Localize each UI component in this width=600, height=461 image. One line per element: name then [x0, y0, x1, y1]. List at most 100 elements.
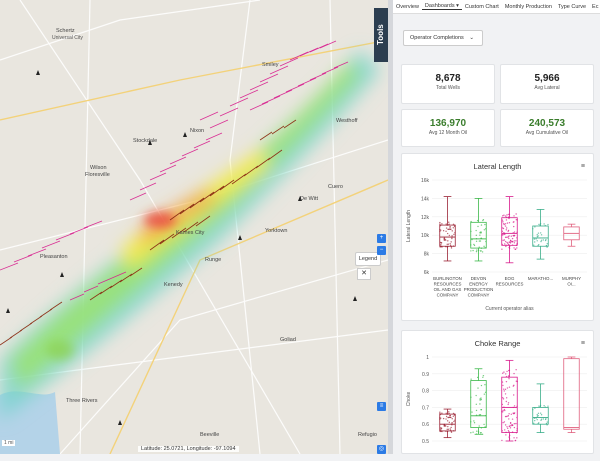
y-tick-label: 0.9	[422, 372, 429, 378]
data-point	[544, 406, 546, 408]
close-icon[interactable]: ✕	[357, 268, 371, 280]
data-point	[479, 414, 482, 416]
data-point	[512, 221, 515, 223]
data-point	[505, 244, 507, 246]
data-point	[536, 413, 538, 416]
y-tick-label: 16k	[421, 178, 430, 184]
data-point	[481, 251, 484, 253]
tab-dashboards[interactable]: Dashboards ▾	[421, 3, 462, 10]
data-point	[511, 240, 514, 243]
data-point	[543, 404, 545, 407]
data-point	[507, 236, 510, 238]
data-point	[483, 245, 485, 248]
data-point	[448, 411, 450, 413]
data-point	[506, 222, 509, 224]
data-point	[502, 239, 504, 242]
data-point	[439, 413, 442, 416]
data-point	[445, 418, 447, 420]
data-point	[446, 243, 448, 245]
map-label-town: Three Rivers	[66, 398, 98, 404]
map-view[interactable]: Schertz Universal City Wilson Floresvill…	[0, 0, 388, 454]
data-point	[448, 234, 451, 237]
data-point	[475, 240, 478, 243]
data-point	[471, 238, 473, 241]
map-label-town: Universal City	[52, 35, 83, 41]
map-label-town: Stockdale	[133, 138, 158, 144]
y-tick-label: 12k	[421, 215, 430, 221]
data-point	[503, 371, 505, 373]
tools-tab[interactable]: Tools	[374, 8, 388, 62]
map-canvas[interactable]	[0, 0, 388, 454]
data-point	[503, 222, 505, 225]
menu-icon[interactable]: ≡	[580, 340, 585, 347]
data-point	[445, 245, 447, 248]
data-point	[441, 412, 443, 414]
tab-custom-chart[interactable]: Custom Chart	[464, 3, 499, 10]
kpi-card: 136,970 Avg 12 Month Oil	[401, 109, 495, 147]
data-point	[512, 235, 515, 237]
data-point	[547, 223, 549, 226]
data-point	[478, 240, 481, 242]
data-point	[501, 219, 504, 221]
data-point	[439, 224, 442, 227]
data-point	[513, 247, 515, 249]
data-point	[479, 232, 481, 234]
data-point	[538, 405, 540, 407]
data-point	[451, 418, 453, 420]
tab-monthly-production[interactable]: Monthly Production	[504, 3, 552, 10]
data-point	[538, 422, 540, 424]
data-point	[443, 238, 445, 241]
data-point	[504, 240, 507, 243]
data-point	[502, 384, 504, 387]
data-point	[475, 409, 478, 412]
y-tick-label: 8k	[424, 252, 430, 258]
data-point	[534, 226, 536, 228]
operator-select[interactable]: Operator Completions ⌄	[403, 30, 483, 46]
data-point	[446, 232, 449, 235]
data-point	[451, 421, 453, 424]
data-point	[515, 240, 517, 242]
data-point	[540, 419, 542, 422]
data-point	[454, 419, 456, 421]
data-point	[513, 412, 516, 414]
data-point	[512, 385, 515, 387]
data-point	[472, 431, 474, 433]
locate-icon[interactable]: ◎	[377, 445, 386, 454]
data-point	[483, 229, 486, 231]
data-point	[507, 230, 509, 233]
data-point	[503, 406, 505, 408]
data-point	[512, 406, 514, 409]
data-point	[546, 421, 548, 423]
data-point	[480, 398, 482, 401]
data-point	[503, 214, 505, 216]
layers-icon[interactable]: ≡	[377, 402, 386, 411]
data-point	[507, 430, 510, 432]
kpi-label: Total Wells	[435, 85, 461, 91]
map-label-town: Pleasanton	[40, 254, 68, 260]
tab-overview[interactable]: Overview	[396, 3, 419, 10]
scrollbar[interactable]	[388, 0, 393, 454]
data-point	[450, 426, 452, 429]
menu-icon[interactable]: ≡	[580, 163, 585, 170]
data-point	[510, 413, 513, 415]
tab-type-curve[interactable]: Type Curve	[557, 3, 587, 10]
data-point	[540, 239, 543, 241]
data-point	[540, 418, 543, 420]
data-point	[544, 224, 546, 227]
y-tick-label: 0.8	[422, 389, 429, 395]
data-point	[448, 412, 450, 415]
data-point	[480, 427, 483, 429]
tab-ec[interactable]: Ec	[592, 3, 599, 10]
legend-button[interactable]: Legend	[355, 252, 381, 266]
data-point	[439, 223, 441, 225]
y-axis-label: Choke	[406, 392, 412, 407]
kpi-card: 5,966 Avg Lateral	[500, 64, 594, 104]
zoom-in-icon[interactable]: +	[377, 234, 386, 243]
data-point	[440, 242, 443, 244]
zoom-out-icon[interactable]: −	[377, 246, 386, 255]
data-point	[452, 227, 454, 229]
data-point	[473, 420, 475, 422]
data-point	[537, 412, 540, 415]
data-point	[513, 423, 516, 425]
data-point	[502, 221, 504, 223]
